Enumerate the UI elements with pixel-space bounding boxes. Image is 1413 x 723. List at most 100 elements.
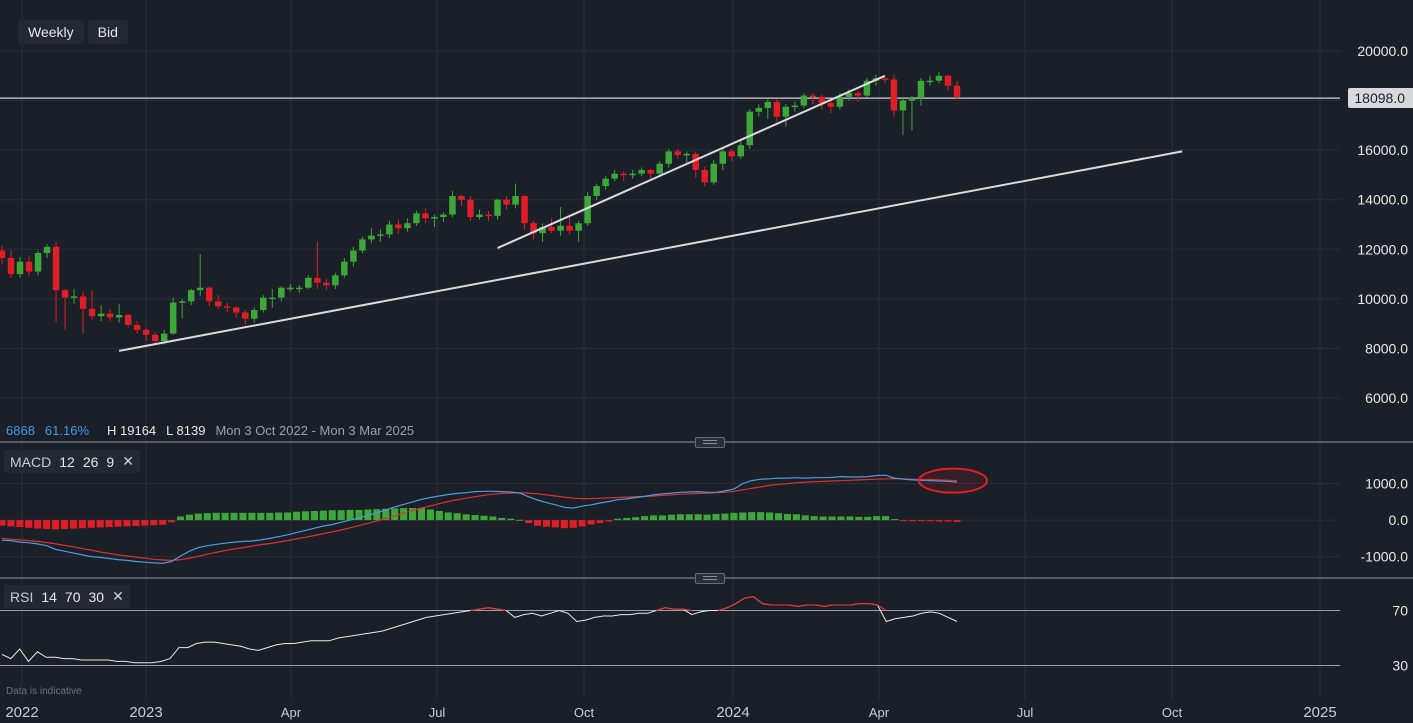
candle-body (79, 296, 87, 309)
x-tick-label: 2022 (5, 704, 38, 721)
candle-body (169, 302, 177, 334)
candle-body (242, 312, 249, 319)
macd-histogram-bar (864, 516, 872, 521)
price-tick-label: 14000.0 (1357, 192, 1408, 208)
rsi-legend: RSI 14 70 30 ✕ (4, 585, 130, 608)
macd-histogram-bar (587, 520, 595, 525)
macd-histogram-bar (34, 520, 42, 529)
macd-histogram-bar (185, 514, 193, 521)
candle-body (305, 277, 312, 288)
candle-body (575, 223, 582, 231)
macd-histogram-bar (623, 517, 631, 521)
macd-histogram-bar (284, 512, 292, 521)
candle-body (196, 287, 204, 291)
macd-histogram-bar (257, 512, 265, 521)
candle-body (773, 101, 781, 117)
candle-body (737, 145, 745, 157)
candle-body (755, 108, 763, 112)
candle-body (836, 96, 844, 107)
candle-body (674, 151, 681, 156)
candle-body (88, 308, 96, 317)
rsi-param-oversold: 30 (88, 588, 105, 605)
close-icon[interactable]: ✕ (122, 453, 134, 469)
stat-change-percent: 61.16% (44, 423, 90, 438)
candle-body (881, 78, 889, 80)
timeframe-selector: Weekly Bid (18, 20, 128, 44)
rsi-overbought-segment (726, 603, 737, 609)
candle-body (115, 314, 123, 318)
candle-body (287, 287, 294, 290)
candle-body (719, 151, 726, 164)
candle-body (296, 287, 303, 290)
timeframe-button[interactable]: Weekly (18, 20, 84, 44)
rsi-pane-resize-handle[interactable] (695, 573, 725, 584)
macd-histogram-bar (533, 520, 542, 526)
rsi-overbought-segment (797, 604, 807, 607)
candle-body (566, 225, 573, 231)
rsi-overbought-segment (788, 604, 798, 607)
candle-body (827, 103, 835, 107)
price-type-button[interactable]: Bid (87, 20, 128, 44)
candle-body (187, 290, 195, 302)
candle-body (70, 296, 78, 298)
macd-histogram-bar (337, 510, 345, 521)
macd-histogram-bar (899, 520, 908, 522)
macd-histogram-bar (819, 516, 827, 521)
macd-histogram-bar (560, 520, 568, 529)
candle-body (692, 153, 699, 170)
macd-histogram-bar (801, 515, 809, 521)
macd-histogram-bar (78, 520, 86, 529)
candle-body (323, 282, 330, 286)
macd-histogram-bar (676, 514, 684, 521)
macd-param-fast: 12 (59, 453, 75, 470)
close-icon[interactable]: ✕ (112, 588, 124, 604)
candle-body (440, 214, 447, 218)
macd-histogram-bar (685, 514, 693, 521)
stat-low: L 8139 (166, 423, 206, 438)
rsi-param-overbought: 70 (64, 588, 81, 605)
macd-histogram-bar (551, 520, 559, 528)
candle-body (106, 313, 114, 318)
candle-body (944, 75, 952, 86)
candle-body (151, 334, 159, 341)
candle-body (377, 234, 384, 236)
macd-histogram-bar (721, 513, 729, 521)
candle-body (782, 106, 790, 117)
candle-body (917, 80, 925, 99)
candle-body (935, 75, 943, 81)
x-tick-label: Apr (281, 705, 302, 720)
macd-pane-resize-handle[interactable] (695, 437, 725, 448)
macd-histogram-bar (649, 515, 658, 521)
macd-histogram-bar (926, 520, 934, 522)
x-tick-label: 2024 (716, 704, 749, 721)
macd-histogram-bar (935, 520, 943, 522)
candle-body (7, 257, 15, 275)
rsi-overbought-segment (497, 608, 507, 612)
candle-body (791, 105, 799, 108)
macd-tick-label: -1000.0 (1361, 549, 1409, 565)
macd-histogram-bar (87, 520, 95, 528)
x-tick-label: Oct (574, 705, 595, 720)
candle-body (593, 186, 600, 196)
candle-body (530, 223, 537, 234)
candle-body (665, 151, 672, 164)
trendline (118, 150, 1183, 352)
rsi-overbought-segment (815, 604, 825, 607)
macd-histogram-bar (132, 520, 140, 526)
candle-body (386, 224, 393, 235)
rsi-overbought-segment (735, 597, 746, 605)
x-tick-label: Oct (1162, 705, 1183, 720)
macd-histogram-bar (453, 513, 461, 521)
candle-body (404, 223, 411, 229)
x-tick-label: Jul (1017, 705, 1034, 720)
macd-histogram-bar (248, 512, 256, 521)
candle-body (602, 178, 609, 187)
price-tick-label: 20000.0 (1357, 43, 1408, 59)
candle-body (647, 169, 654, 174)
macd-histogram-bar (176, 516, 185, 521)
macd-histogram-bar (0, 520, 6, 526)
rsi-overbought-segment (479, 607, 489, 610)
macd-histogram-bar (96, 520, 104, 528)
macd-histogram-bar (391, 508, 399, 521)
